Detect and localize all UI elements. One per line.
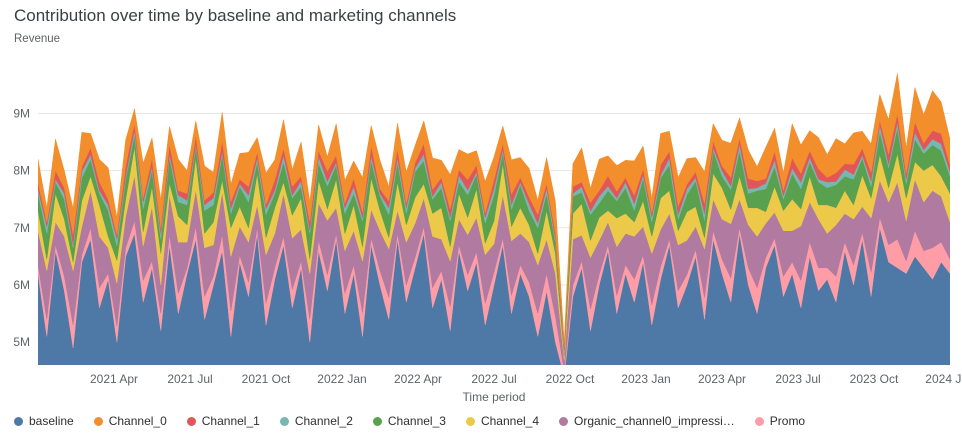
legend-label: Promo [769, 414, 806, 428]
legend-label: Channel_0 [108, 414, 167, 428]
x-tick-2023-Apr: 2023 Apr [698, 372, 746, 386]
x-axis-title: Time period [462, 390, 526, 404]
legend-label: Channel_1 [201, 414, 260, 428]
legend-label: Organic_channel0_impressi… [574, 414, 735, 428]
legend-item-Channel_3[interactable]: Channel_3 [372, 414, 446, 428]
x-tick-2023-Jul: 2023 Jul [775, 372, 820, 386]
y-tick-9M: 9M [13, 107, 30, 121]
area-stack [38, 73, 950, 365]
legend-dot-icon [372, 416, 382, 426]
legend-label: Channel_3 [387, 414, 446, 428]
y-tick-8M: 8M [13, 164, 30, 178]
x-tick-2022-Jan: 2022 Jan [317, 372, 366, 386]
legend-label: Channel_2 [294, 414, 353, 428]
x-tick-2023-Jan: 2023 Jan [621, 372, 670, 386]
y-tick-5M: 5M [13, 335, 30, 349]
legend-label: Channel_4 [480, 414, 540, 428]
legend-dot-icon [465, 416, 475, 426]
x-tick-2021-Apr: 2021 Apr [90, 372, 138, 386]
chart-title: Contribution over time by baseline and m… [14, 6, 457, 25]
stacked-area-plot[interactable]: 5M 6M 7M 8M 9M 2021 Apr 2021 Jul 2021 Oct 2022 J… [0, 48, 962, 388]
legend-item-Channel_2[interactable]: Channel_2 [279, 414, 353, 428]
legend-item-Channel_1[interactable]: Channel_1 [186, 414, 260, 428]
legend-item-baseline[interactable]: baseline [14, 414, 74, 428]
legend-item-Organic_channel0_impressi…[interactable]: Organic_channel0_impressi… [559, 414, 735, 428]
legend-item-Channel_0[interactable]: Channel_0 [93, 414, 167, 428]
x-tick-2023-Oct: 2023 Oct [850, 372, 899, 386]
x-tick-2021-Oct: 2021 Oct [242, 372, 291, 386]
x-tick-2022-Oct: 2022 Oct [546, 372, 595, 386]
y-tick-7M: 7M [13, 221, 30, 235]
x-tick-2021-Jul: 2021 Jul [167, 372, 212, 386]
legend-dot-icon [279, 416, 289, 426]
x-tick-2022-Jul: 2022 Jul [471, 372, 516, 386]
legend-dot-icon [93, 416, 103, 426]
y-axis-title: Revenue [14, 33, 61, 45]
chart-legend: baseline Channel_0 Channel_1 Channel_2 Chann… [14, 414, 805, 428]
area-Channel_0[interactable] [38, 73, 950, 348]
legend-dot-icon [559, 416, 569, 426]
legend-item-Channel_4[interactable]: Channel_4 [465, 414, 540, 428]
legend-label: baseline [29, 414, 74, 428]
x-tick-2022-Apr: 2022 Apr [394, 372, 442, 386]
legend-dot-icon [186, 416, 196, 426]
legend-dot-icon [754, 416, 764, 426]
legend-item-Promo[interactable]: Promo [754, 414, 806, 428]
x-tick-2024-Jan: 2024 Jan [925, 372, 962, 386]
y-tick-6M: 6M [13, 278, 30, 292]
legend-dot-icon [14, 416, 23, 426]
